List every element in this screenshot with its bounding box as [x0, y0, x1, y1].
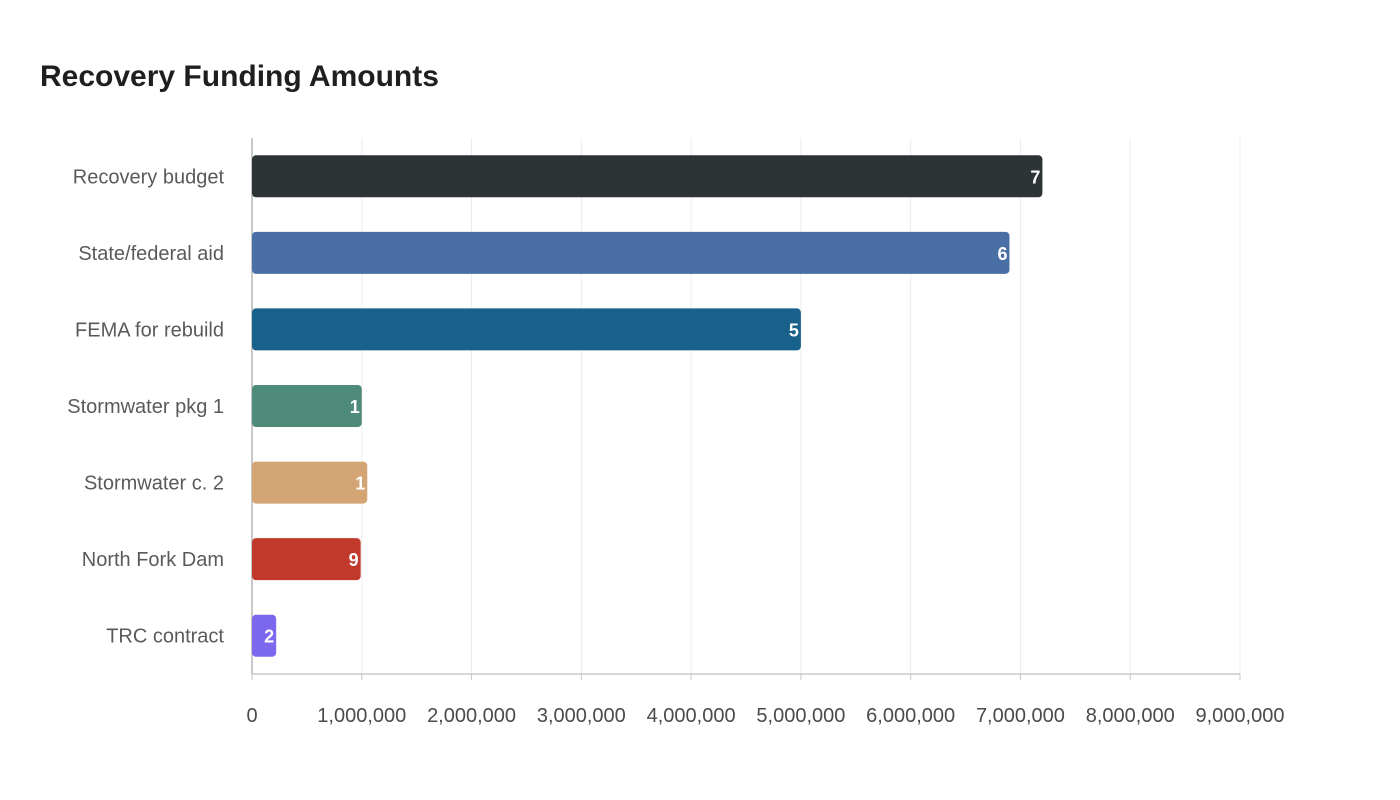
x-tick-label: 1,000,000: [317, 705, 406, 727]
bar: [252, 614, 277, 657]
value-labels: 7 6 5 1 1 9 2: [264, 167, 1040, 646]
bar: [252, 461, 368, 504]
category-label: TRC contract: [106, 626, 224, 648]
bar: [252, 308, 801, 351]
bar: [252, 385, 362, 427]
bars: [252, 155, 1043, 657]
bar-value-label: 9: [349, 550, 359, 570]
category-label: North Fork Dam: [82, 549, 224, 571]
x-tick-label: 5,000,000: [756, 705, 845, 727]
bar-value-label: 1: [355, 474, 365, 494]
x-tick-label: 4,000,000: [647, 705, 736, 727]
grid-lines: [251, 138, 1241, 674]
category-label: Stormwater pkg 1: [67, 396, 224, 418]
bar: [252, 231, 1010, 274]
x-tick-label: 3,000,000: [537, 705, 626, 727]
bar-value-label: 1: [350, 397, 360, 417]
x-axis: 0 1,000,000 2,000,000 3,000,000 4,000,000 5,0…: [246, 673, 1285, 727]
bar-value-label: 6: [997, 244, 1007, 264]
category-label: State/federal aid: [78, 243, 224, 265]
x-tick-label: 0: [246, 705, 257, 727]
bar-value-label: 5: [789, 320, 799, 340]
category-label: Stormwater c. 2: [84, 473, 224, 495]
chart-title: Recovery Funding Amounts: [40, 60, 439, 93]
x-tick-label: 6,000,000: [866, 705, 955, 727]
x-tick-label: 8,000,000: [1086, 705, 1175, 727]
x-tick-label: 2,000,000: [427, 705, 516, 727]
category-label: Recovery budget: [73, 166, 225, 188]
bar-value-label: 2: [264, 627, 274, 647]
category-label: FEMA for rebuild: [75, 319, 224, 341]
bar: [252, 538, 361, 581]
x-tick-label: 7,000,000: [976, 705, 1065, 727]
category-labels: Recovery budget State/federal aid FEMA for…: [67, 166, 224, 647]
bar: [252, 155, 1043, 198]
bar-value-label: 7: [1030, 167, 1040, 187]
x-tick-label: 9,000,000: [1196, 705, 1285, 727]
